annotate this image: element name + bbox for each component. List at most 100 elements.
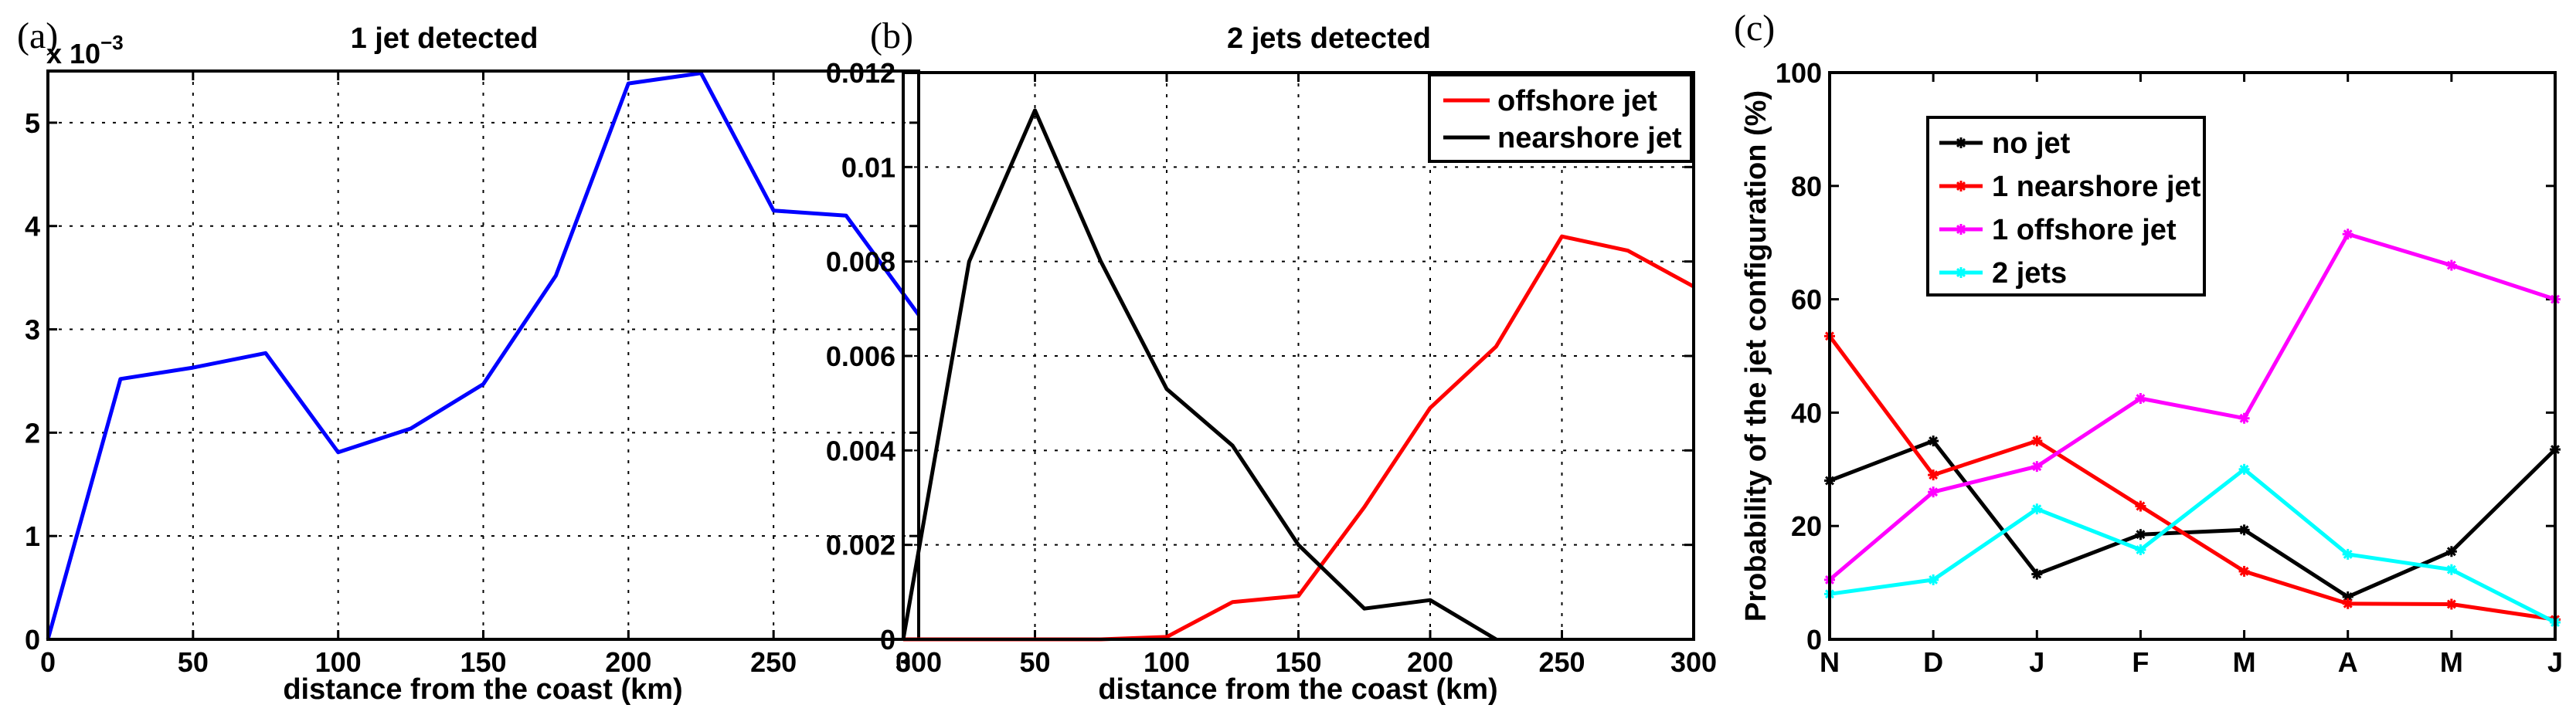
data-point-1-offshore-jet-stroke (2136, 394, 2146, 404)
panel-c-y-tick-label: 80 (1791, 171, 1822, 202)
data-point-1-offshore-jet-stroke (1929, 487, 1939, 497)
panel-a-y-ticks: 0 1 2 3 4 5 (25, 107, 919, 656)
panel-b-x-tick-label: 150 (1275, 646, 1321, 678)
panel-b: (b) 2 jets detected 0 50 100 150 200 250 300 0… (826, 15, 1717, 706)
data-point-2-jets-stroke (2136, 545, 2146, 554)
panel-c: (c) N D J F M A M J 0 20 40 60 80 100 Probability of… (1734, 8, 2563, 678)
series-line-1-nearshore-jet (1827, 334, 2556, 622)
panel-a-axes-frame (46, 69, 920, 641)
legend-label-2-jets: 2 jets (1992, 257, 2067, 290)
data-point-1-nearshore-jet-stroke (2239, 566, 2249, 576)
data-point-no-jet-stroke (2032, 569, 2042, 579)
panel-c-axes-frame (1828, 71, 2557, 641)
legend-marker-no-jet-stroke (1956, 138, 1966, 147)
data-point-1-offshore-jet (2135, 393, 2146, 405)
data-point-no-jet-stroke (2446, 547, 2456, 557)
panel-b-y-ticks: 0 0.002 0.004 0.006 0.008 0.01 0.012 (826, 57, 1694, 656)
panel-b-x-tick-label: 0 (895, 646, 911, 678)
panel-a-y-tick-label: 2 (25, 417, 40, 449)
series-line-1-jet (46, 71, 921, 640)
legend-marker-1-nearshore-jet (1956, 181, 1966, 191)
panel-c-y-tick-label: 60 (1791, 284, 1822, 316)
data-point-1-nearshore-jet-stroke (2032, 436, 2042, 446)
panel-b-y-tick-label: 0 (880, 624, 895, 656)
data-point-no-jet-stroke (2239, 525, 2249, 535)
panel-a-x-ticks: 0 50 100 150 200 250 300 (40, 71, 942, 678)
panel-b-y-tick-label: 0.004 (826, 435, 895, 466)
legend-label-1-offshore-jet: 1 offshore jet (1992, 214, 2177, 246)
panel-a-series (46, 71, 921, 640)
data-point-1-nearshore-jet (2445, 598, 2457, 610)
panel-c-tag: (c) (1734, 8, 1775, 49)
panel-a-y-tick-label: 4 (25, 211, 40, 242)
panel-b-y-tick-label: 0.006 (826, 341, 895, 372)
panel-a-y-tick-label: 0 (25, 624, 40, 656)
panel-a-title: 1 jet detected (351, 22, 539, 55)
panel-c-x-tick-label: J (2547, 646, 2563, 678)
legend-label-1-nearshore-jet: 1 nearshore jet (1992, 171, 2201, 203)
panel-a-y-tick-label: 5 (25, 107, 40, 139)
series-line-2-jets (1829, 467, 2557, 625)
panel-b-y-tick-label: 0.012 (826, 57, 895, 89)
data-point-1-offshore-jet-stroke (2343, 229, 2353, 239)
panel-a-x-tick-label: 200 (605, 646, 651, 678)
panel-a-x-tick-label: 250 (750, 646, 797, 678)
panel-b-legend-box (1428, 73, 1693, 163)
panel-c-y-tick-label: 20 (1791, 510, 1822, 542)
panel-b-y-tick-label: 0.008 (826, 246, 895, 278)
data-point-1-nearshore-jet-stroke (2446, 599, 2456, 609)
series-line-1-offshore-jet (1828, 232, 2556, 581)
panel-a-x-tick-label: 50 (178, 646, 209, 678)
data-point-1-nearshore-jet (2342, 598, 2353, 609)
panel-c-y-label: Probability of the jet configuration (%) (1740, 90, 1772, 622)
panel-c-x-tick-label: J (2029, 646, 2044, 678)
panel-c-y-tick-label: 0 (1806, 624, 1822, 656)
panel-a-y-tick-label: 1 (25, 520, 40, 552)
data-point-1-nearshore-jet-stroke (2136, 501, 2146, 511)
panel-a-x-tick-label: 0 (40, 646, 56, 678)
data-point-1-nearshore-jet (2135, 500, 2146, 512)
legend-marker-1-offshore-jet (1956, 224, 1966, 235)
data-point-2-jets (2445, 564, 2457, 575)
data-point-1-offshore-jet-stroke (2446, 260, 2456, 270)
panel-a-tag: (a) (17, 15, 58, 56)
data-point-1-offshore-jet (2445, 259, 2457, 271)
panel-b-title: 2 jets detected (1227, 22, 1431, 55)
panel-c-series (1824, 229, 2561, 628)
data-point-1-offshore-jet (1928, 486, 1939, 498)
panel-c-legend: no jet 1 nearshore jet 1 offshore jet 2 jet… (1926, 116, 2206, 297)
data-point-2-jets (1928, 574, 1939, 585)
legend-label-offshore-jet: offshore jet (1497, 85, 1657, 117)
panel-c-legend-items: no jet 1 nearshore jet 1 offshore jet 2 jet… (1939, 127, 2201, 290)
legend-marker-2-jets (1956, 267, 1966, 278)
panel-c-y-tick-label: 40 (1791, 397, 1822, 429)
panel-b-x-label: distance from the coast (km) (1098, 673, 1497, 706)
panel-c-x-tick-label: A (2338, 646, 2358, 678)
panel-a-x-tick-label: 100 (315, 646, 362, 678)
legend-label-no-jet: no jet (1992, 127, 2071, 160)
panel-b-x-ticks: 0 50 100 150 200 250 300 (895, 73, 1717, 678)
data-point-no-jet (2445, 546, 2457, 557)
panel-a-exponent-label: x 10−3 (46, 31, 124, 69)
data-point-1-offshore-jet (2342, 229, 2353, 240)
data-point-no-jet (1928, 435, 1939, 447)
data-point-1-offshore-jet (2031, 461, 2043, 473)
panel-a-x-tick-label: 300 (895, 646, 942, 678)
panel-b-x-tick-label: 100 (1144, 646, 1190, 678)
data-point-no-jet (2135, 529, 2146, 540)
panel-c-x-tick-label: M (2233, 646, 2256, 678)
panel-b-x-tick-label: 300 (1670, 646, 1717, 678)
panel-b-y-tick-label: 0.002 (826, 530, 895, 561)
panel-b-axes-frame (902, 71, 1695, 641)
panel-b-x-tick-label: 200 (1407, 646, 1453, 678)
data-point-1-nearshore-jet (2031, 435, 2043, 447)
series-line-offshore-jet (903, 234, 1695, 642)
data-point-no-jet (2238, 524, 2250, 536)
data-point-no-jet-stroke (2136, 530, 2146, 540)
data-point-2-jets-stroke (2446, 564, 2456, 574)
data-point-2-jets (2238, 463, 2250, 475)
data-point-1-offshore-jet (2238, 412, 2250, 424)
panel-a-y-tick-label: 3 (25, 314, 40, 346)
panel-a-x-tick-label: 150 (460, 646, 506, 678)
legend-marker-1-offshore-jet-stroke (1956, 225, 1966, 234)
